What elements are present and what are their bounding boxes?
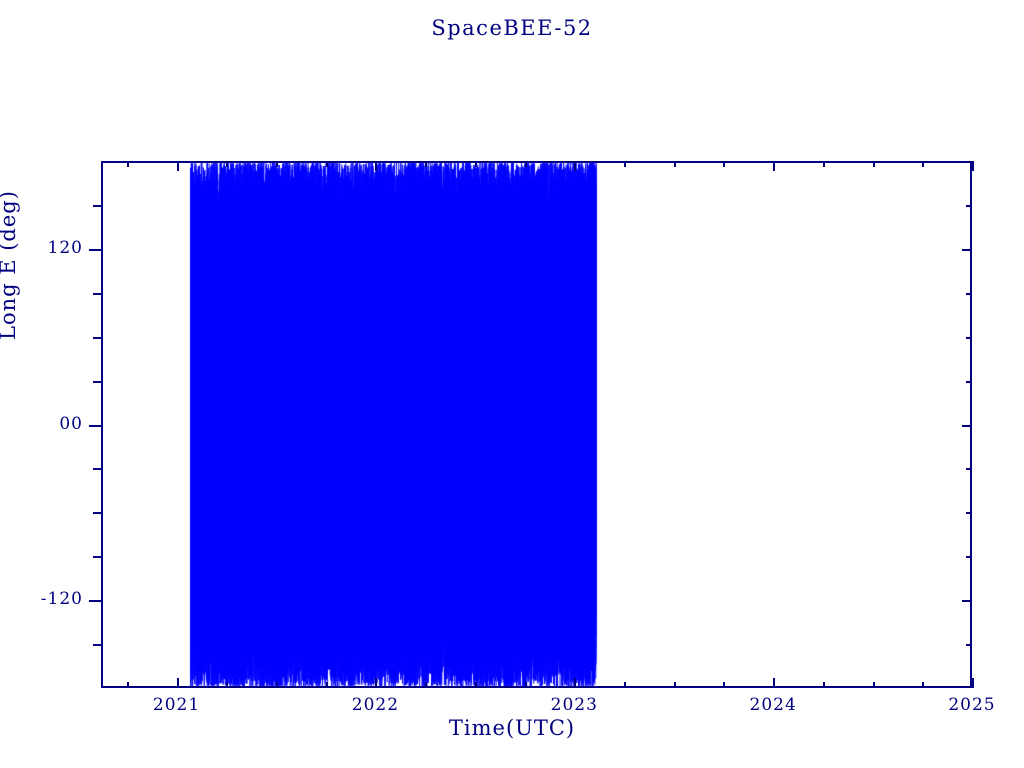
y-minor-tick <box>93 293 102 295</box>
x-minor-tick-top <box>127 161 129 167</box>
x-minor-tick <box>127 682 129 688</box>
y-minor-tick-right <box>966 337 972 339</box>
x-tick-label: 2025 <box>948 695 996 715</box>
y-tick-label: 00 <box>59 413 83 434</box>
x-major-tick-top <box>972 161 974 171</box>
x-major-tick-top <box>574 161 576 171</box>
y-major-tick-right <box>962 425 972 427</box>
page-title: SpaceBEE-52 <box>431 16 593 40</box>
x-tick-label: 2021 <box>152 695 201 715</box>
y-major-tick <box>89 249 103 251</box>
y-major-tick-right <box>962 600 972 602</box>
x-minor-tick-top <box>226 161 228 167</box>
x-minor-tick <box>475 682 477 688</box>
y-minor-tick-right <box>966 644 972 646</box>
x-minor-tick-top <box>276 161 278 167</box>
y-minor-tick-right <box>966 205 972 207</box>
y-minor-tick <box>93 512 102 514</box>
y-minor-tick-right <box>966 512 972 514</box>
y-minor-tick-right <box>966 381 972 383</box>
x-major-tick-top <box>375 161 377 171</box>
y-minor-tick <box>93 468 102 470</box>
x-minor-tick-top <box>823 161 825 167</box>
x-tick-label: 2024 <box>749 695 797 715</box>
x-minor-tick-top <box>624 161 626 167</box>
x-major-tick-top <box>177 161 179 171</box>
x-major-tick <box>574 678 576 688</box>
x-minor-tick <box>823 682 825 688</box>
x-axis-title: Time(UTC) <box>448 716 576 740</box>
x-minor-tick <box>276 682 278 688</box>
x-minor-tick <box>674 682 676 688</box>
longitude-timeseries-canvas <box>103 163 970 686</box>
y-minor-tick <box>93 337 102 339</box>
x-major-tick <box>375 678 377 688</box>
x-minor-tick <box>723 682 725 688</box>
x-major-tick <box>773 678 775 688</box>
y-axis-title: Long E (deg) <box>0 190 20 340</box>
x-major-tick <box>177 678 179 688</box>
y-major-tick <box>89 425 103 427</box>
x-major-tick <box>972 678 974 688</box>
x-minor-tick-top <box>326 161 328 167</box>
x-minor-tick <box>922 682 924 688</box>
y-tick-label: -120 <box>40 589 83 610</box>
x-minor-tick-top <box>723 161 725 167</box>
x-minor-tick-top <box>674 161 676 167</box>
y-minor-tick-right <box>966 556 972 558</box>
x-minor-tick <box>425 682 427 688</box>
x-minor-tick <box>226 682 228 688</box>
y-minor-tick-right <box>966 468 972 470</box>
y-tick-label: 120 <box>47 237 83 258</box>
y-minor-tick <box>93 381 102 383</box>
y-major-tick <box>89 600 103 602</box>
x-minor-tick-top <box>873 161 875 167</box>
y-minor-tick-right <box>966 293 972 295</box>
y-minor-tick <box>93 644 102 646</box>
x-minor-tick-top <box>475 161 477 167</box>
y-minor-tick <box>93 205 102 207</box>
x-major-tick-top <box>773 161 775 171</box>
x-minor-tick-top <box>525 161 527 167</box>
x-minor-tick <box>873 682 875 688</box>
x-minor-tick <box>624 682 626 688</box>
x-minor-tick <box>525 682 527 688</box>
x-tick-label: 2023 <box>550 695 598 715</box>
x-tick-label: 2022 <box>351 695 400 715</box>
y-major-tick-right <box>962 249 972 251</box>
x-minor-tick-top <box>922 161 924 167</box>
x-minor-tick-top <box>425 161 427 167</box>
x-minor-tick <box>326 682 328 688</box>
y-minor-tick <box>93 556 102 558</box>
plot-area <box>101 161 972 688</box>
